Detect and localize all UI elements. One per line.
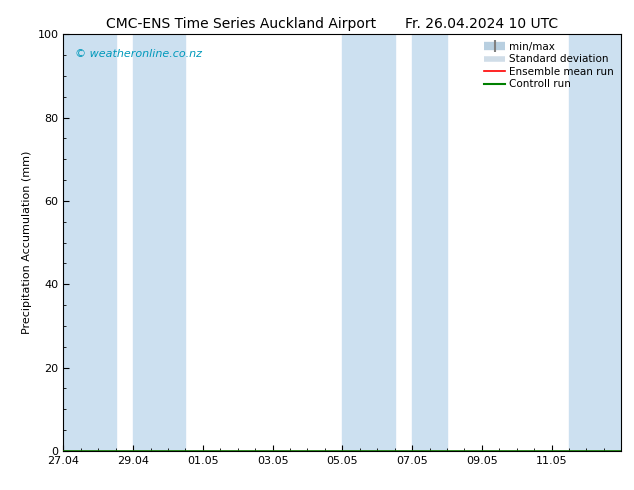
Bar [133, 34, 185, 451]
Text: Fr. 26.04.2024 10 UTC: Fr. 26.04.2024 10 UTC [405, 17, 559, 31]
Bar [342, 34, 394, 451]
Bar [412, 34, 447, 451]
Bar [63, 34, 115, 451]
Text: CMC-ENS Time Series Auckland Airport: CMC-ENS Time Series Auckland Airport [106, 17, 376, 31]
Y-axis label: Precipitation Accumulation (mm): Precipitation Accumulation (mm) [22, 151, 32, 334]
Text: © weatheronline.co.nz: © weatheronline.co.nz [75, 49, 202, 59]
Bar [569, 34, 621, 451]
Legend: min/max, Standard deviation, Ensemble mean run, Controll run: min/max, Standard deviation, Ensemble me… [480, 37, 618, 94]
